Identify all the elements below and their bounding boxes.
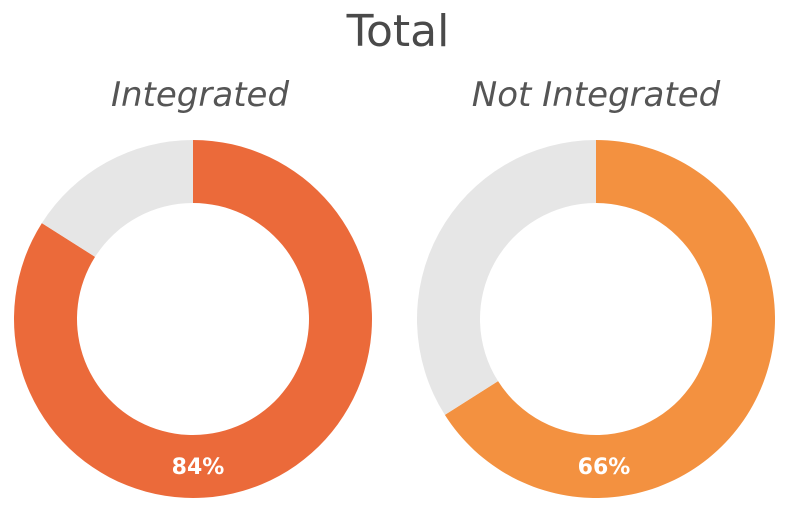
donut-integrated-remainder-slice <box>41 140 194 257</box>
chart-title: Total <box>346 6 450 57</box>
donut-integrated-value-slice <box>13 140 373 498</box>
donut-not-integrated-value-slice <box>444 140 775 498</box>
donut-integrated-ring <box>13 140 373 498</box>
donut-not-integrated-ring <box>417 140 775 498</box>
donut-not-integrated-title: Not Integrated <box>472 75 721 115</box>
donut-not-integrated-remainder-slice <box>417 140 596 415</box>
donut-integrated-value-label: 84% <box>172 455 225 480</box>
donut-integrated-title: Integrated <box>111 75 289 115</box>
donut-not-integrated: Not Integrated 66% <box>417 75 775 498</box>
donut-integrated: Integrated 84% <box>13 75 373 498</box>
donut-not-integrated-value-label: 66% <box>578 455 631 480</box>
